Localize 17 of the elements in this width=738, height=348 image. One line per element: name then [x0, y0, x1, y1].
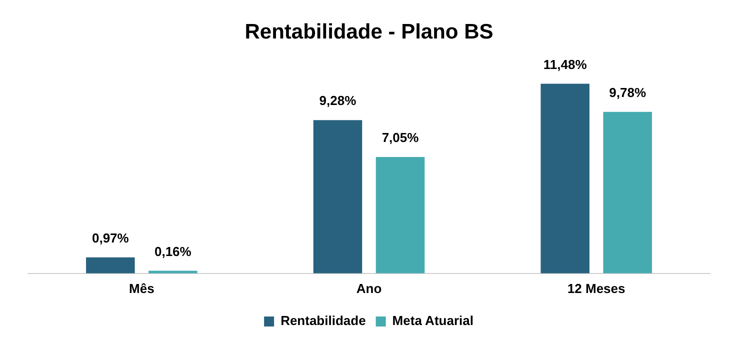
bar	[313, 120, 362, 274]
x-tick-label: 12 Meses	[567, 280, 626, 296]
x-tick-label: Mês	[129, 280, 154, 296]
data-label: 9,28%	[319, 93, 357, 108]
data-label: 0,97%	[92, 230, 130, 246]
data-label: 0,16%	[154, 244, 192, 259]
chart-title: Rentabilidade - Plano BS	[244, 20, 494, 44]
data-label: 9,78%	[609, 84, 646, 100]
data-label: 11,48%	[543, 56, 588, 72]
bar	[540, 84, 590, 274]
legend-label: Meta Atuarial	[392, 313, 474, 328]
legend-label: Rentabilidade	[280, 313, 366, 328]
data-label: 7,05%	[382, 130, 420, 146]
bar	[376, 156, 425, 274]
bar	[603, 112, 652, 274]
bar	[86, 257, 135, 274]
x-tick-label: Ano	[356, 280, 382, 296]
